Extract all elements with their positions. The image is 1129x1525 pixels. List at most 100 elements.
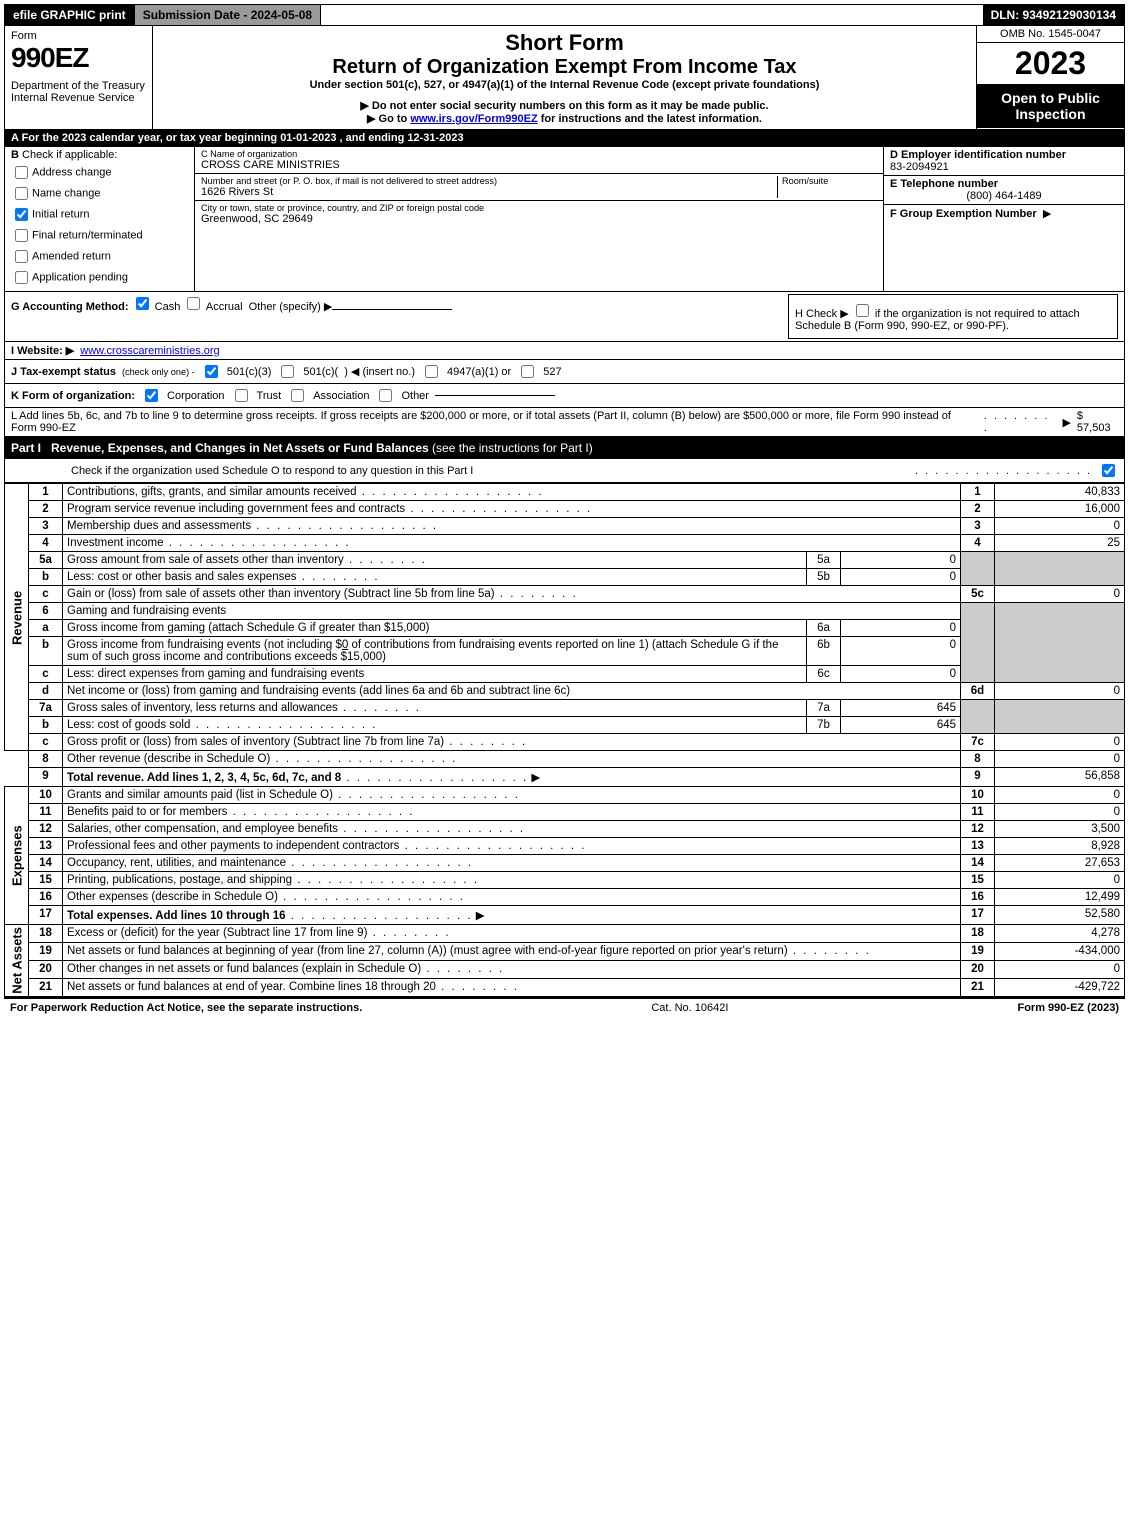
l-text: L Add lines 5b, 6c, and 7b to line 9 to …: [11, 410, 978, 434]
l1-desc: Contributions, gifts, grants, and simila…: [67, 486, 357, 498]
chk-schedule-o-part-i[interactable]: [1102, 464, 1115, 477]
l15-ln: 15: [961, 872, 995, 889]
l6d-val: 0: [995, 683, 1125, 700]
l5a-sn: 5a: [807, 552, 841, 569]
l7a-sv: 645: [841, 700, 961, 717]
shade-6: [961, 603, 995, 683]
l6a-desc: Gross income from gaming (attach Schedul…: [63, 620, 807, 637]
chk-trust[interactable]: [235, 389, 248, 402]
l10-ln: 10: [961, 787, 995, 804]
4947-label: 4947(a)(1) or: [447, 366, 511, 378]
l7a-sn: 7a: [807, 700, 841, 717]
shade-6v: [995, 603, 1125, 683]
dept-label: Department of the Treasury Internal Reve…: [11, 80, 146, 104]
part-i-title: Revenue, Expenses, and Changes in Net As…: [51, 441, 429, 455]
chk-association[interactable]: [291, 389, 304, 402]
l5c-desc: Gain or (loss) from sale of assets other…: [67, 588, 495, 600]
other-specify[interactable]: [332, 309, 452, 310]
chk-other-org[interactable]: [379, 389, 392, 402]
chk-corporation[interactable]: [145, 389, 158, 402]
l13-ln: 13: [961, 838, 995, 855]
chk-application-pending[interactable]: Application pending: [11, 268, 188, 287]
l20-val: 0: [995, 960, 1125, 978]
l9-desc: Total revenue. Add lines 1, 2, 3, 4, 5c,…: [67, 772, 341, 784]
g-label: G Accounting Method:: [11, 301, 129, 313]
l7c-desc: Gross profit or (loss) from sales of inv…: [67, 736, 444, 748]
chk-schedule-b[interactable]: [856, 304, 869, 317]
l5a-num: 5a: [29, 552, 63, 569]
chk-cash[interactable]: [136, 297, 149, 310]
tax-year: 2023: [977, 43, 1124, 84]
c-name-label: C Name of organization: [201, 149, 877, 159]
l6d-ln: 6d: [961, 683, 995, 700]
l5c-val: 0: [995, 586, 1125, 603]
part-i-dots: [915, 465, 1092, 477]
l5c-ln: 5c: [961, 586, 995, 603]
city-row: City or town, state or province, country…: [195, 201, 883, 227]
phone: (800) 464-1489: [890, 190, 1118, 202]
shade-5v: [995, 552, 1125, 586]
page-footer: For Paperwork Reduction Act Notice, see …: [4, 997, 1125, 1017]
chk-amended-return-box[interactable]: [15, 250, 28, 263]
trust-label: Trust: [257, 390, 282, 402]
l6d-num: d: [29, 683, 63, 700]
l6c-sn: 6c: [807, 666, 841, 683]
l7b-sn: 7b: [807, 717, 841, 734]
l8-val: 0: [995, 751, 1125, 768]
h-pre: H Check ▶: [795, 308, 852, 320]
chk-4947[interactable]: [425, 365, 438, 378]
footer-cat: Cat. No. 10642I: [651, 1002, 728, 1014]
l7b-sv: 645: [841, 717, 961, 734]
l13-val: 8,928: [995, 838, 1125, 855]
efile-label[interactable]: efile GRAPHIC print: [5, 5, 135, 25]
chk-501c3[interactable]: [205, 365, 218, 378]
l7c-ln: 7c: [961, 734, 995, 751]
l3-desc: Membership dues and assessments: [67, 520, 251, 532]
l5a-sv: 0: [841, 552, 961, 569]
chk-527[interactable]: [521, 365, 534, 378]
chk-address-change-box[interactable]: [15, 166, 28, 179]
chk-accrual[interactable]: [187, 297, 200, 310]
cash-label: Cash: [155, 301, 181, 313]
chk-final-return[interactable]: Final return/terminated: [11, 226, 188, 245]
chk-final-return-box[interactable]: [15, 229, 28, 242]
f-arrow: ▶: [1043, 208, 1051, 220]
section-a: A For the 2023 calendar year, or tax yea…: [4, 130, 1125, 147]
l5b-sn: 5b: [807, 569, 841, 586]
goto-post: for instructions and the latest informat…: [538, 113, 762, 125]
chk-name-change[interactable]: Name change: [11, 184, 188, 203]
chk-initial-return[interactable]: Initial return: [11, 205, 188, 224]
l6-num: 6: [29, 603, 63, 620]
ssn-note: Do not enter social security numbers on …: [159, 99, 970, 112]
l4-num: 4: [29, 535, 63, 552]
chk-initial-return-box[interactable]: [15, 208, 28, 221]
l6b-sn: 6b: [807, 637, 841, 666]
chk-name-change-box[interactable]: [15, 187, 28, 200]
form-header: Form 990EZ Department of the Treasury In…: [4, 26, 1125, 130]
l16-desc: Other expenses (describe in Schedule O): [67, 891, 278, 903]
l7c-num: c: [29, 734, 63, 751]
l15-desc: Printing, publications, postage, and shi…: [67, 874, 292, 886]
chk-application-pending-box[interactable]: [15, 271, 28, 284]
other-org-fill[interactable]: [435, 395, 555, 396]
l18-desc: Excess or (deficit) for the year (Subtra…: [67, 927, 367, 939]
revenue-vlabel: Revenue: [5, 484, 29, 751]
l6d-desc: Net income or (loss) from gaming and fun…: [63, 683, 961, 700]
header-center: Short Form Return of Organization Exempt…: [153, 26, 976, 129]
irs-link[interactable]: www.irs.gov/Form990EZ: [410, 113, 537, 125]
chk-501c[interactable]: [281, 365, 294, 378]
l12-desc: Salaries, other compensation, and employ…: [67, 823, 338, 835]
chk-amended-return[interactable]: Amended return: [11, 247, 188, 266]
form-number: 990EZ: [11, 42, 146, 74]
form-subtitle: Under section 501(c), 527, or 4947(a)(1)…: [159, 79, 970, 91]
website-link[interactable]: www.crosscareministries.org: [80, 345, 219, 357]
chk-address-change[interactable]: Address change: [11, 163, 188, 182]
l18-ln: 18: [961, 925, 995, 943]
other-label: Other (specify) ▶: [249, 301, 333, 313]
top-bar: efile GRAPHIC print Submission Date - 20…: [4, 4, 1125, 26]
l5b-num: b: [29, 569, 63, 586]
header-right: OMB No. 1545-0047 2023 Open to Public In…: [976, 26, 1124, 129]
l2-ln: 2: [961, 501, 995, 518]
form-label: Form: [11, 30, 146, 42]
footer-left: For Paperwork Reduction Act Notice, see …: [10, 1002, 362, 1014]
